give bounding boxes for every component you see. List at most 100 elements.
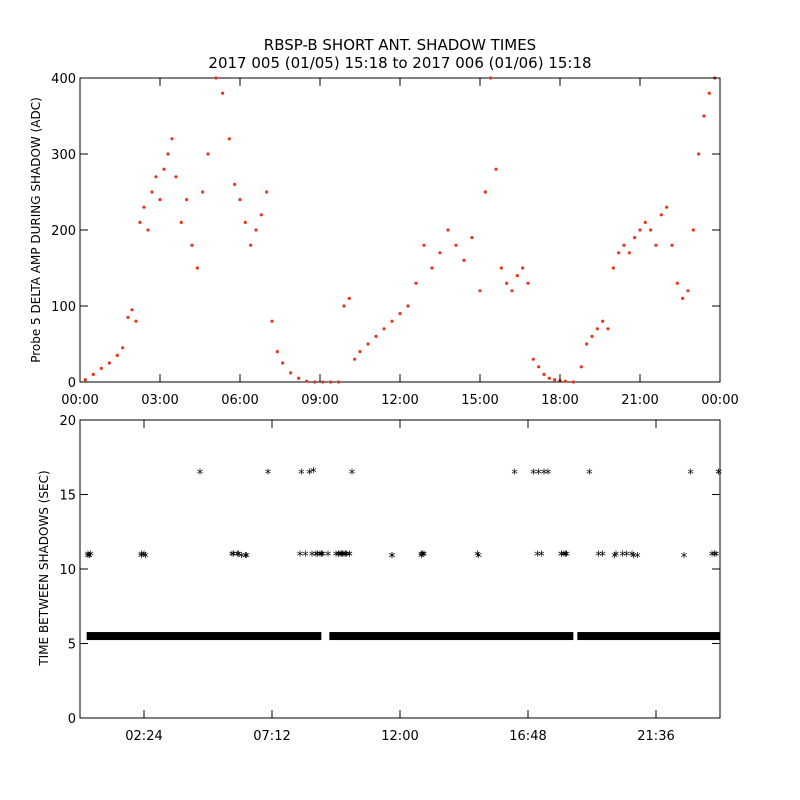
data-point [233,182,237,186]
data-point [321,380,325,384]
data-point [494,167,498,171]
data-point [305,379,309,383]
top-plot-frame [79,77,721,383]
data-point: * [297,550,304,565]
data-point [374,334,378,338]
bottom-y-tick-label: 5 [68,638,76,653]
data-point: * [681,551,688,566]
data-point [571,380,575,384]
data-point: * [634,551,641,566]
data-point: * [230,550,237,565]
data-point: * [534,550,541,565]
data-point [438,251,442,255]
data-point: * [313,550,320,565]
data-point [665,205,669,209]
top-y-tick-label: 0 [68,376,76,391]
top-y-tick-label: 400 [51,72,76,87]
data-point [702,114,706,118]
data-point [115,353,119,357]
data-point: * [310,466,317,481]
data-point [265,190,269,194]
data-point [170,137,174,141]
data-point [446,228,450,232]
data-point [697,152,701,156]
data-point [638,228,642,232]
data-point [681,296,685,300]
bottom-x-tick-label: 16:48 [509,729,546,744]
data-point [150,190,154,194]
data-point [707,91,711,95]
data-point [353,357,357,361]
data-point [126,315,130,319]
data-point [601,319,605,323]
data-point [675,281,679,285]
data-point [563,379,567,383]
data-point: * [538,550,545,565]
data-point [515,274,519,278]
data-point: * [235,550,242,565]
data-point: * [475,551,482,566]
bottom-plot-frame [79,419,721,719]
data-point [190,243,194,247]
data-point: * [85,550,92,565]
data-point [606,327,610,331]
data-point [390,319,394,323]
data-point [254,228,258,232]
data-point: * [197,468,204,483]
data-point: * [389,551,396,566]
top-x-tick-label: 06:00 [221,393,258,408]
data-point: * [346,550,353,565]
data-point: * [595,550,602,565]
top-y-tick-label: 100 [51,300,76,315]
top-y-ticks: 0 100 200 300 400 [51,72,720,391]
data-point [227,137,231,141]
data-point: * [561,550,568,565]
data-point: * [342,550,349,565]
top-x-ticks: 00:00 03:00 06:00 09:00 12:00 15:00 18:00 21:00… [61,78,739,408]
data-point: * [419,550,426,565]
data-point: * [535,468,542,483]
data-point: * [715,468,722,483]
bottom-x-tick-label: 02:24 [125,729,162,744]
data-point [627,251,631,255]
data-point [595,327,599,331]
chart-title: RBSP-B SHORT ANT. SHADOW TIMES [264,36,536,54]
data-point: * [343,550,350,565]
data-point [505,281,509,285]
data-point: * [317,550,324,565]
data-point [526,281,530,285]
data-point [643,220,647,224]
data-point: * [611,551,618,566]
data-point [510,289,514,293]
data-point: * [687,468,694,483]
bottom-y-tick-label: 15 [59,489,76,504]
data-point [579,365,583,369]
data-point [483,190,487,194]
data-point [553,378,557,382]
data-point [249,243,253,247]
data-point: * [319,550,326,565]
top-x-tick-label: 21:00 [621,393,658,408]
bottom-x-tick-label: 12:00 [381,729,418,744]
data-point: * [599,550,606,565]
data-point [670,243,674,247]
data-point [398,312,402,316]
data-point [611,266,615,270]
data-point [158,198,162,202]
data-point [138,220,142,224]
baseline-asterisk-run [329,632,574,641]
top-x-tick-label: 03:00 [141,393,178,408]
data-point [531,357,535,361]
data-point [166,152,170,156]
top-x-tick-label: 00:00 [61,393,98,408]
data-point [691,228,695,232]
data-point [654,243,658,247]
bottom-data-points: ** ***** ** * **** ******* ** ** *** ***** * ******… [85,466,722,641]
bottom-y-axis-label: TIME BETWEEN SHADOWS (SEC) [37,470,51,666]
data-point [342,304,346,308]
data-point [174,175,178,179]
data-point: * [418,551,425,566]
data-point: * [243,551,250,566]
data-point: * [341,550,348,565]
data-point: * [713,550,720,565]
